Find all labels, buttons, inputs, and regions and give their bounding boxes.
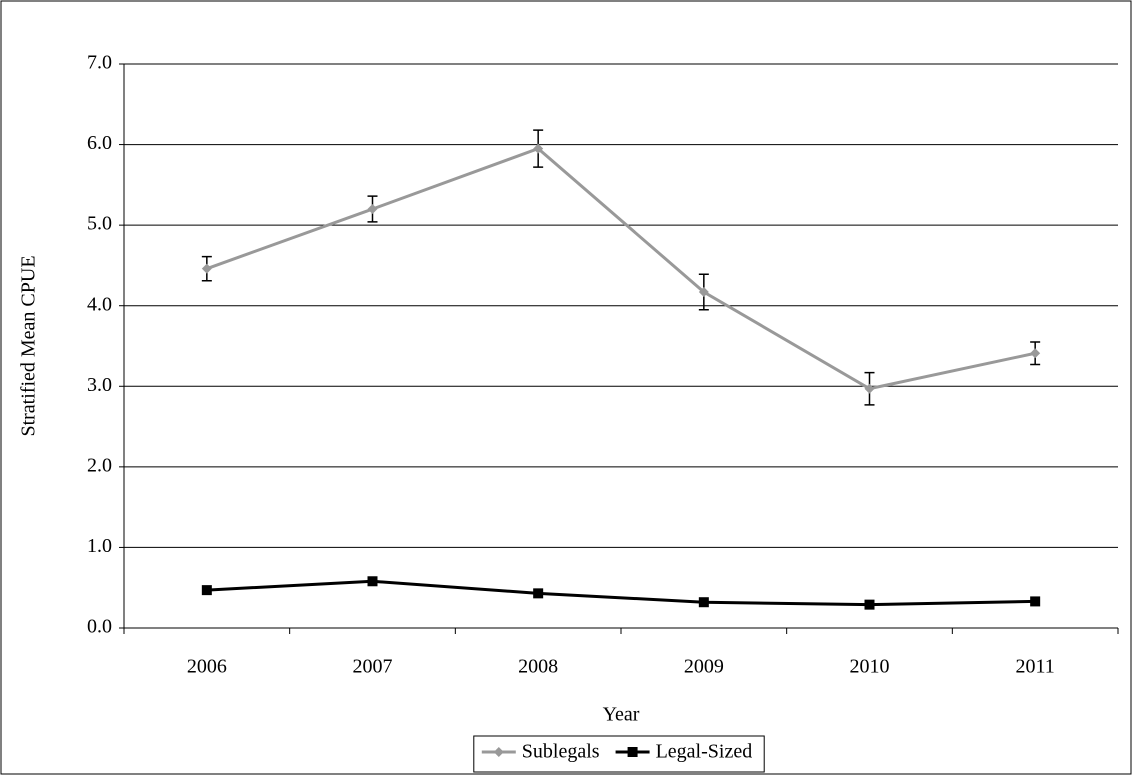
y-tick-label: 4.0 [87,293,112,315]
y-tick-label: 3.0 [87,374,112,396]
marker [1030,348,1041,359]
marker [698,287,709,298]
y-tick-label: 7.0 [87,52,112,74]
legend-box [473,735,765,773]
legend-label: Sublegals [522,741,600,763]
marker [201,585,212,596]
y-tick-label: 0.0 [87,616,112,638]
marker [1030,596,1041,607]
marker [533,143,544,154]
marker [367,576,378,587]
series-line [206,146,1036,391]
marker [864,599,875,610]
y-axis-title: Stratified Mean CPUE [18,255,40,436]
y-tick-label: 6.0 [87,132,112,154]
x-tick-label: 2011 [1016,656,1055,678]
y-tick-label: 5.0 [87,213,112,235]
marker [533,588,544,599]
x-tick-label: 2010 [850,656,890,678]
marker [201,263,212,274]
legend-marker [627,747,638,757]
y-tick-label: 2.0 [87,454,112,476]
y-tick-label: 1.0 [87,535,112,557]
series-line [206,579,1036,607]
x-tick-label: 2006 [187,656,227,678]
x-tick-label: 2009 [684,656,724,678]
legend-marker [493,747,504,757]
marker [367,204,378,215]
x-axis-title: Year [603,704,640,726]
x-tick-label: 2008 [518,656,558,678]
legend-label: Legal-Sized [656,741,753,763]
marker [864,383,875,394]
marker [698,597,709,608]
x-tick-label: 2007 [353,656,393,678]
